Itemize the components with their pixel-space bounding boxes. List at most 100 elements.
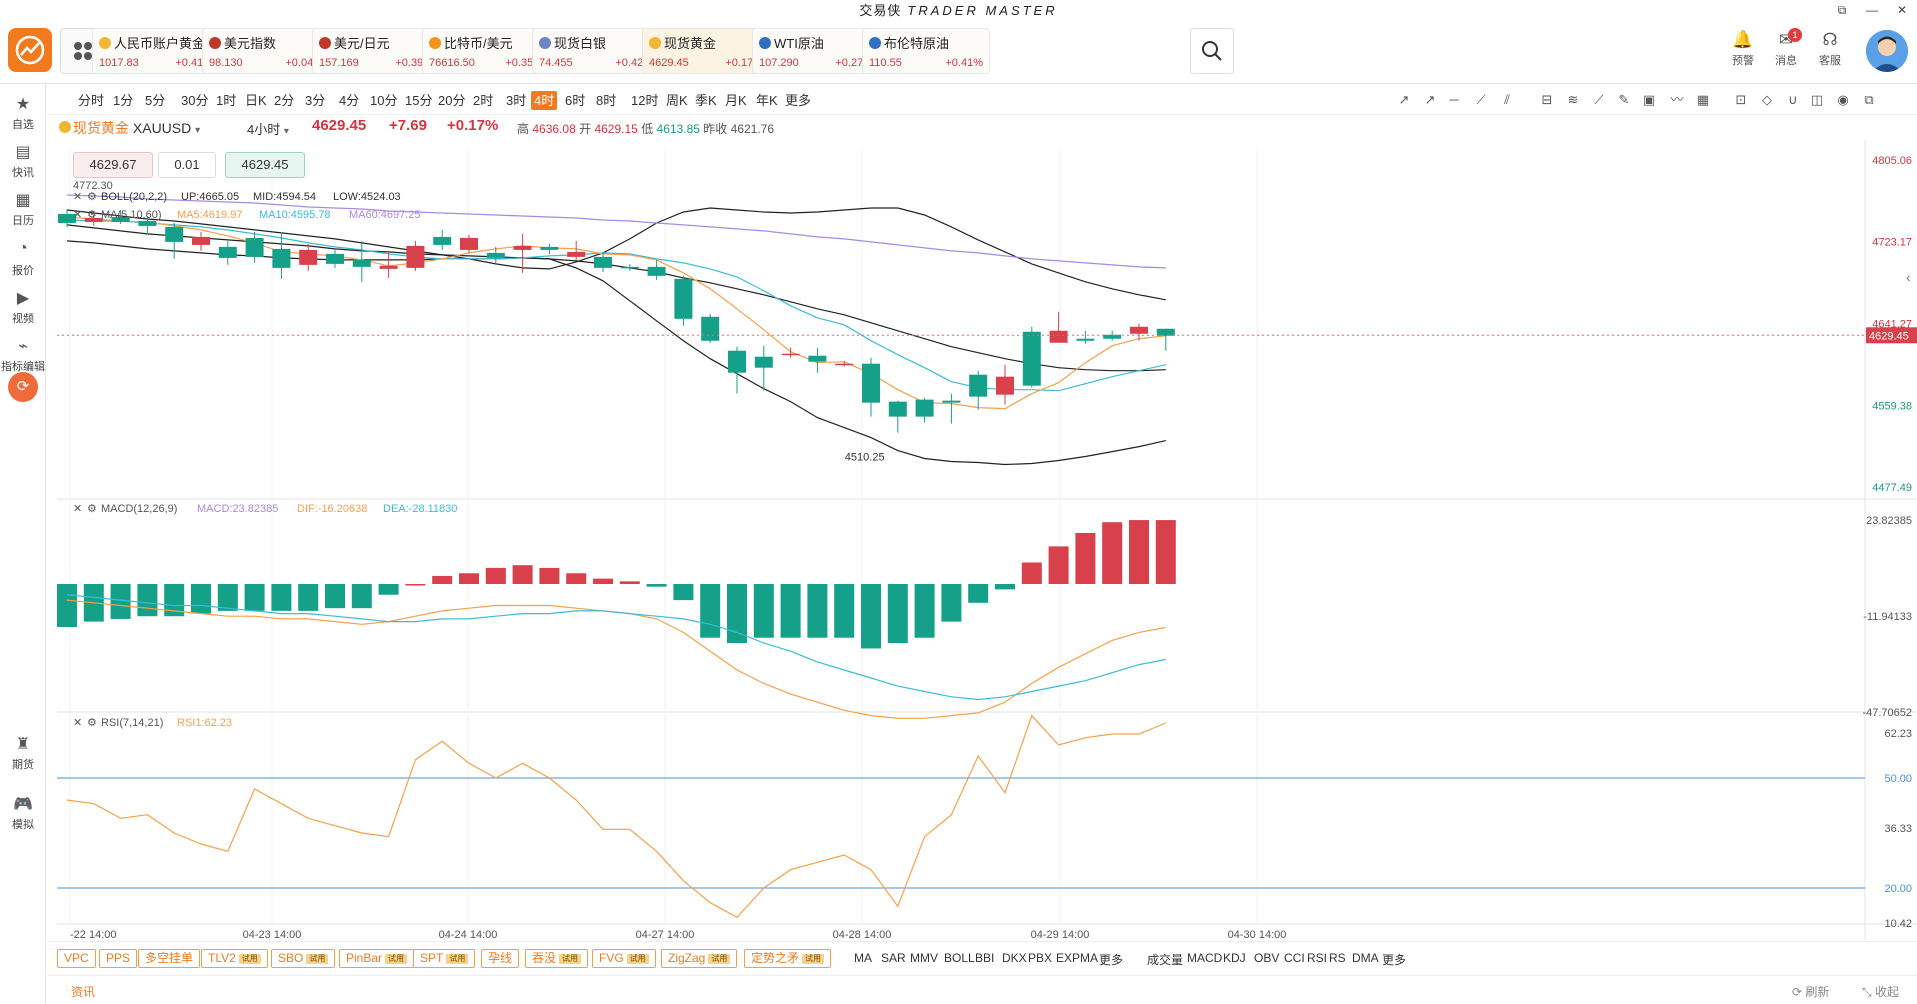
symbol-selector[interactable]: 现货黄金 XAUUSD ▾	[73, 118, 200, 138]
timeframe-20[interactable]: 月K	[725, 93, 747, 108]
close-icon[interactable]: ✕	[73, 717, 82, 729]
sidebar-item-2[interactable]: ▦ 日历	[0, 190, 46, 228]
drawing-tool-icon[interactable]: ⫽	[1504, 92, 1510, 107]
search-button[interactable]	[1190, 28, 1234, 74]
drawing-tool-icon[interactable]: ↗	[1398, 92, 1410, 107]
sub-indicator-4[interactable]: CCI	[1284, 951, 1305, 965]
drawing-tool-icon[interactable]: ∪	[1788, 92, 1798, 107]
indicator-tag[interactable]: PPS	[99, 949, 138, 968]
timeframe-2[interactable]: 5分	[145, 93, 166, 108]
timeframe-1[interactable]: 1分	[113, 93, 134, 108]
alert-button[interactable]: 🔔 预警	[1723, 30, 1763, 68]
indicator-tag[interactable]: VPC	[57, 949, 96, 968]
ticker-card[interactable]: 美元/日元 157.169 +0.39%	[312, 28, 440, 74]
main-indicator-6[interactable]: PBX	[1028, 951, 1053, 965]
timeframe-4[interactable]: 1时	[216, 93, 237, 108]
sidebar-item-6[interactable]: ⟳	[0, 372, 46, 402]
sub-indicator-6[interactable]: RS	[1329, 951, 1346, 965]
sub-indicator-3[interactable]: OBV	[1254, 951, 1280, 965]
indicator-tag[interactable]: PinBar 试用	[339, 949, 415, 968]
timeframe-0[interactable]: 分时	[78, 93, 105, 108]
timeframe-18[interactable]: 周K	[666, 93, 688, 108]
timeframe-15[interactable]: 6时	[565, 93, 586, 108]
timeframe-22[interactable]: 更多	[785, 93, 812, 108]
drawing-tool-icon[interactable]: ⟋	[1594, 92, 1604, 107]
ticker-card[interactable]: 美元指数 98.130 +0.04%	[202, 28, 330, 74]
main-indicator-3[interactable]: BOLL	[944, 951, 975, 965]
drawing-tool-icon[interactable]: ◉	[1837, 92, 1849, 107]
drawing-tool-icon[interactable]: 〰	[1670, 92, 1684, 107]
settings-icon[interactable]: ⚙	[87, 209, 97, 221]
timeframe-9[interactable]: 10分	[370, 93, 398, 108]
timeframe-19[interactable]: 季K	[695, 93, 717, 108]
settings-icon[interactable]: ⚙	[87, 503, 97, 515]
drawing-tool-icon[interactable]: ↗	[1424, 92, 1436, 107]
lot-input[interactable]: 0.01	[158, 152, 216, 178]
close-icon[interactable]: ✕	[73, 209, 82, 221]
timeframe-16[interactable]: 8时	[596, 93, 617, 108]
indicator-tag[interactable]: ZigZag 试用	[661, 949, 738, 968]
timeframe-13[interactable]: 3时	[506, 93, 527, 108]
close-icon[interactable]: ✕	[73, 503, 82, 515]
restore-button[interactable]: ⧉	[1837, 3, 1847, 17]
drawing-tool-icon[interactable]: ✎	[1618, 92, 1630, 107]
timeframe-10[interactable]: 15分	[405, 93, 433, 108]
sub-indicator-2[interactable]: KDJ	[1223, 951, 1246, 965]
ticker-card[interactable]: 布伦特原油 110.55 +0.41%	[862, 28, 990, 74]
sidebar-item-3[interactable]: ◔ 报价	[0, 240, 46, 278]
indicator-tag[interactable]: 定势之矛 试用	[744, 949, 832, 968]
sidebar-item-4[interactable]: ▶ 视频	[0, 288, 46, 326]
timeframe-5[interactable]: 日K	[245, 93, 267, 108]
expand-panel-icon[interactable]: ‹	[1906, 269, 1911, 285]
main-indicator-2[interactable]: MMV	[910, 951, 938, 965]
drawing-tool-icon[interactable]: ◫	[1810, 92, 1824, 107]
timeframe-11[interactable]: 20分	[438, 93, 466, 108]
buy-price-box[interactable]: 4629.45	[225, 152, 305, 178]
refresh-button[interactable]: ⟳ 刷新	[1792, 983, 1829, 1000]
drawing-tool-icon[interactable]: ◇	[1762, 92, 1772, 107]
close-button[interactable]: ✕	[1896, 3, 1908, 17]
sub-indicator-1[interactable]: MACD	[1187, 951, 1223, 965]
timeframe-6[interactable]: 2分	[274, 93, 295, 108]
sidebar-item-5[interactable]: ⌁ 指标编辑	[0, 336, 46, 374]
drawing-tool-icon[interactable]: ⊡	[1735, 92, 1747, 107]
timeframe-21[interactable]: 年K	[756, 93, 778, 108]
drawing-tool-icon[interactable]: ⊟	[1541, 92, 1553, 107]
indicator-tag[interactable]: 孕线	[481, 949, 520, 968]
sidebar-item-8[interactable]: 🎮 模拟	[0, 794, 46, 832]
timeframe-7[interactable]: 3分	[305, 93, 326, 108]
main-indicator-1[interactable]: SAR	[881, 951, 906, 965]
timeframe-14[interactable]: 4时	[531, 91, 558, 110]
message-button[interactable]: ✉ 消息 1	[1766, 28, 1806, 68]
main-indicator-8[interactable]: 更多	[1099, 953, 1124, 967]
sub-indicator-5[interactable]: RSI	[1307, 951, 1328, 965]
drawing-tool-icon[interactable]: ▣	[1642, 92, 1656, 107]
drawing-tool-icon[interactable]: ⟋	[1476, 92, 1486, 107]
indicator-tag[interactable]: 多空挂单	[138, 949, 201, 968]
timeframe-3[interactable]: 30分	[181, 93, 209, 108]
main-indicator-0[interactable]: MA	[854, 951, 872, 965]
sidebar-item-7[interactable]: ♜ 期货	[0, 734, 46, 772]
sidebar-item-0[interactable]: ★ 自选	[0, 94, 46, 132]
avatar[interactable]	[1866, 30, 1908, 72]
ticker-card[interactable]: 比特币/美元 76616.50 +0.35%	[422, 28, 550, 74]
drawing-tool-icon[interactable]: ▦	[1696, 92, 1710, 107]
period-selector[interactable]: 4小时 ▾	[247, 119, 289, 138]
settings-icon[interactable]: ⚙	[87, 191, 97, 203]
main-indicator-4[interactable]: BBI	[975, 951, 995, 965]
settings-icon[interactable]: ⚙	[87, 717, 97, 729]
sell-price-box[interactable]: 4629.67	[73, 152, 153, 178]
main-indicator-7[interactable]: EXPMA	[1056, 951, 1099, 965]
timeframe-8[interactable]: 4分	[339, 93, 360, 108]
news-label[interactable]: 资讯	[71, 985, 96, 999]
timeframe-17[interactable]: 12时	[631, 93, 659, 108]
service-button[interactable]: ☊ 客服	[1810, 30, 1850, 68]
indicator-tag[interactable]: 吞没 试用	[525, 949, 589, 968]
sub-indicator-8[interactable]: 更多	[1382, 953, 1407, 967]
drawing-tool-icon[interactable]: ≋	[1567, 92, 1579, 107]
minimize-button[interactable]: —	[1866, 3, 1878, 17]
ticker-card[interactable]: 现货黄金 4629.45 +0.17%	[642, 28, 770, 74]
close-icon[interactable]: ✕	[73, 191, 82, 203]
drawing-tool-icon[interactable]: ⧉	[1864, 92, 1874, 107]
